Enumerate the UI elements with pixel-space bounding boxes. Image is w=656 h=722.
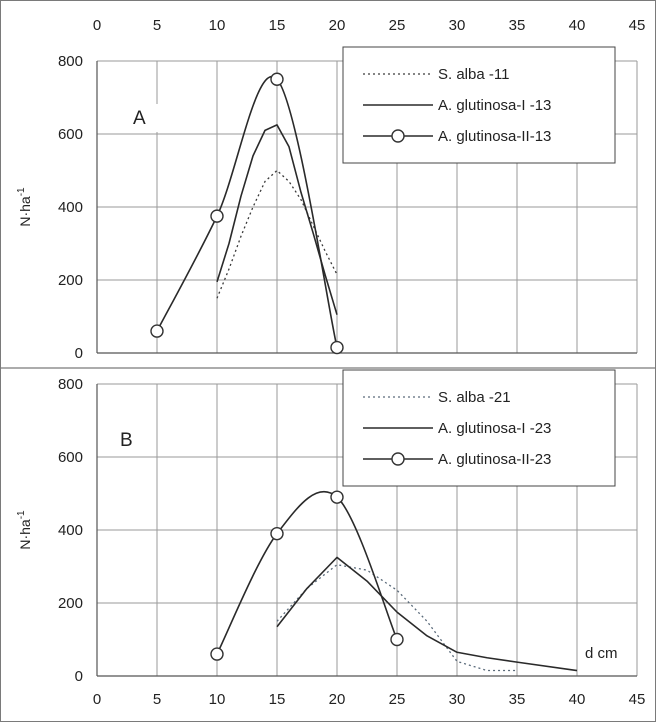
- x-tick-label: 35: [509, 17, 526, 34]
- x-tick-label: 5: [153, 17, 161, 34]
- data-point-marker: [390, 632, 404, 647]
- panel-label: A: [133, 108, 146, 129]
- x-tick-label: 0: [93, 691, 101, 708]
- x-tick-label: 10: [209, 17, 226, 34]
- legend-entry: A. glutinosa-II-13: [438, 128, 551, 145]
- x-tick-label: 35: [509, 691, 526, 708]
- data-point-marker: [210, 209, 224, 223]
- legend-entry: A. glutinosa-I -23: [438, 420, 551, 437]
- panel-label-backing: [123, 104, 163, 132]
- x-tick-label: 30: [449, 17, 466, 34]
- y-tick-label: 400: [58, 522, 83, 539]
- y-tick-label: 200: [58, 272, 83, 289]
- x-tick-label: 30: [449, 691, 466, 708]
- x-tick-label: 25: [389, 691, 406, 708]
- x-tick-label: 5: [153, 691, 161, 708]
- y-tick-label: 600: [58, 449, 83, 466]
- y-tick-label: 0: [75, 668, 83, 685]
- x-tick-label: 45: [629, 17, 646, 34]
- y-tick-label: 0: [75, 345, 83, 362]
- data-point-marker: [270, 72, 284, 86]
- y-axis-label: N·ha-1: [16, 187, 33, 227]
- x-tick-label: 0: [93, 17, 101, 34]
- x-tick-label: 45: [629, 691, 646, 708]
- y-axis-label-exponent: -1: [16, 510, 27, 519]
- x-tick-label: 40: [569, 691, 586, 708]
- x-axis-label: d cm: [585, 645, 618, 662]
- legend-entry: A. glutinosa-I -13: [438, 97, 551, 114]
- x-tick-label: 10: [209, 691, 226, 708]
- data-point-marker: [270, 526, 284, 541]
- y-tick-label: 600: [58, 126, 83, 143]
- y-tick-label: 800: [58, 53, 83, 70]
- x-tick-label: 25: [389, 17, 406, 34]
- y-axis-label-exponent: -1: [16, 187, 27, 196]
- data-point-marker: [330, 340, 344, 355]
- x-tick-label: 15: [269, 691, 286, 708]
- y-tick-label: 800: [58, 376, 83, 393]
- panel-label-backing: [110, 426, 150, 454]
- series-line-A-1: [216, 124, 338, 315]
- legend-swatch-marker: [391, 129, 405, 143]
- x-tick-label: 20: [329, 691, 346, 708]
- legend-entry: S. alba -11: [438, 66, 509, 83]
- x-tick-label: 40: [569, 17, 586, 34]
- panel-label: B: [120, 430, 133, 451]
- series-line-A-2: [156, 75, 338, 348]
- series-line-B-1: [276, 556, 578, 672]
- legend-entry: A. glutinosa-II-23: [438, 451, 551, 468]
- legend-entry: S. alba -21: [438, 389, 511, 406]
- data-point-marker: [210, 647, 224, 661]
- legend-swatch-marker: [391, 452, 405, 466]
- y-tick-label: 200: [58, 595, 83, 612]
- x-axis-label-backing: [579, 642, 627, 664]
- x-tick-label: 20: [329, 17, 346, 34]
- y-tick-label: 400: [58, 199, 83, 216]
- data-point-marker: [330, 490, 344, 504]
- series-line-B-2: [216, 490, 398, 655]
- x-tick-label: 15: [269, 17, 286, 34]
- data-point-marker: [150, 324, 164, 338]
- y-axis-label: N·ha-1: [16, 510, 33, 550]
